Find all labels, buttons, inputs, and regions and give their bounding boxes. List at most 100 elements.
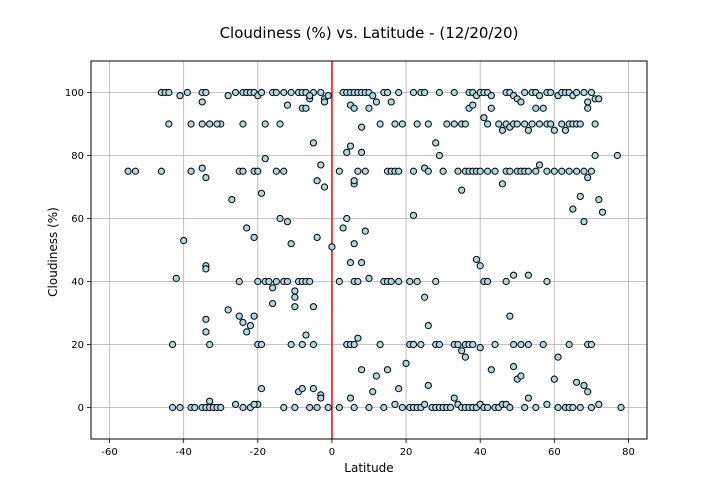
data-point — [172, 274, 180, 282]
x-tick-label: -20 — [250, 447, 266, 458]
data-point — [354, 167, 362, 175]
data-point — [265, 277, 273, 286]
x-tick-label: -60 — [101, 447, 117, 458]
x-tick-label: 80 — [622, 447, 635, 458]
data-point — [484, 120, 492, 128]
data-point — [532, 167, 540, 175]
data-point — [424, 120, 432, 128]
data-point — [539, 340, 547, 349]
data-point — [335, 277, 343, 286]
data-point — [276, 214, 284, 223]
data-point — [421, 293, 429, 301]
data-point — [369, 92, 377, 100]
data-point — [357, 259, 366, 267]
x-axis-title: Latitude — [344, 461, 393, 475]
data-point — [235, 277, 243, 286]
data-point — [383, 366, 392, 374]
data-point — [276, 120, 284, 128]
data-point — [350, 340, 358, 349]
data-point — [320, 183, 329, 191]
data-point — [461, 120, 469, 128]
data-point — [206, 340, 214, 349]
data-point — [343, 214, 351, 223]
data-point — [491, 340, 499, 349]
data-point — [517, 340, 525, 349]
x-tick-label: -40 — [175, 447, 191, 458]
data-point — [187, 120, 195, 128]
scatter-points — [124, 88, 625, 412]
data-point — [572, 378, 581, 386]
data-point — [350, 240, 358, 248]
data-point — [283, 218, 292, 226]
data-point — [576, 192, 584, 201]
data-point — [402, 359, 410, 367]
data-point — [413, 120, 421, 128]
data-point — [558, 167, 566, 175]
data-point — [306, 277, 314, 286]
data-point — [287, 340, 295, 349]
data-point — [198, 164, 206, 172]
data-point — [502, 277, 510, 286]
data-point — [320, 98, 329, 106]
chart-title: Cloudiness (%) vs. Latitude - (12/20/20) — [220, 24, 519, 42]
y-tick-label: 100 — [65, 88, 84, 99]
data-point — [550, 167, 558, 175]
data-point — [535, 92, 544, 100]
data-point — [372, 98, 381, 106]
data-point — [532, 104, 540, 112]
data-point — [380, 403, 388, 412]
data-point — [357, 148, 366, 156]
data-point — [309, 139, 317, 147]
data-point — [198, 120, 206, 128]
data-point — [176, 92, 184, 100]
data-point — [206, 397, 214, 405]
data-point — [369, 388, 377, 396]
data-point — [239, 120, 247, 128]
data-point — [213, 120, 221, 128]
data-point — [383, 88, 392, 97]
data-point — [398, 403, 406, 412]
data-point — [217, 403, 225, 412]
data-point — [239, 318, 247, 327]
data-point — [287, 240, 295, 248]
data-point — [424, 381, 432, 390]
data-point — [317, 161, 325, 169]
data-point — [309, 340, 317, 349]
data-point — [257, 88, 266, 97]
data-point — [409, 340, 418, 349]
x-tick-label: 60 — [548, 447, 561, 458]
data-point — [254, 277, 262, 286]
data-point — [280, 88, 288, 97]
data-point — [450, 120, 458, 128]
data-point — [521, 120, 529, 128]
data-point — [376, 120, 384, 128]
data-point — [317, 88, 325, 97]
data-point — [124, 167, 132, 175]
data-point — [187, 167, 195, 175]
data-point — [454, 167, 462, 175]
data-point — [543, 167, 551, 175]
data-point — [539, 104, 547, 112]
data-point — [395, 385, 403, 393]
data-point — [395, 277, 403, 286]
data-point — [550, 126, 558, 134]
data-point — [476, 344, 484, 352]
data-point — [450, 394, 458, 402]
data-point — [480, 114, 488, 122]
y-axis-ticks: 0 20 40 60 80 100 — [65, 88, 91, 414]
data-point — [202, 88, 210, 97]
grid-layer — [91, 61, 647, 439]
data-point — [543, 277, 551, 286]
data-point — [302, 331, 310, 339]
data-point — [424, 167, 432, 175]
data-point — [584, 388, 592, 396]
data-point — [224, 306, 232, 314]
data-point — [309, 385, 317, 393]
x-axis-ticks: -60 -40 -20 0 20 40 60 80 — [101, 439, 635, 458]
data-point — [450, 88, 458, 97]
data-point — [395, 167, 403, 175]
data-point — [409, 88, 418, 97]
data-point — [291, 403, 299, 412]
data-point — [572, 88, 581, 97]
data-point — [472, 255, 481, 264]
